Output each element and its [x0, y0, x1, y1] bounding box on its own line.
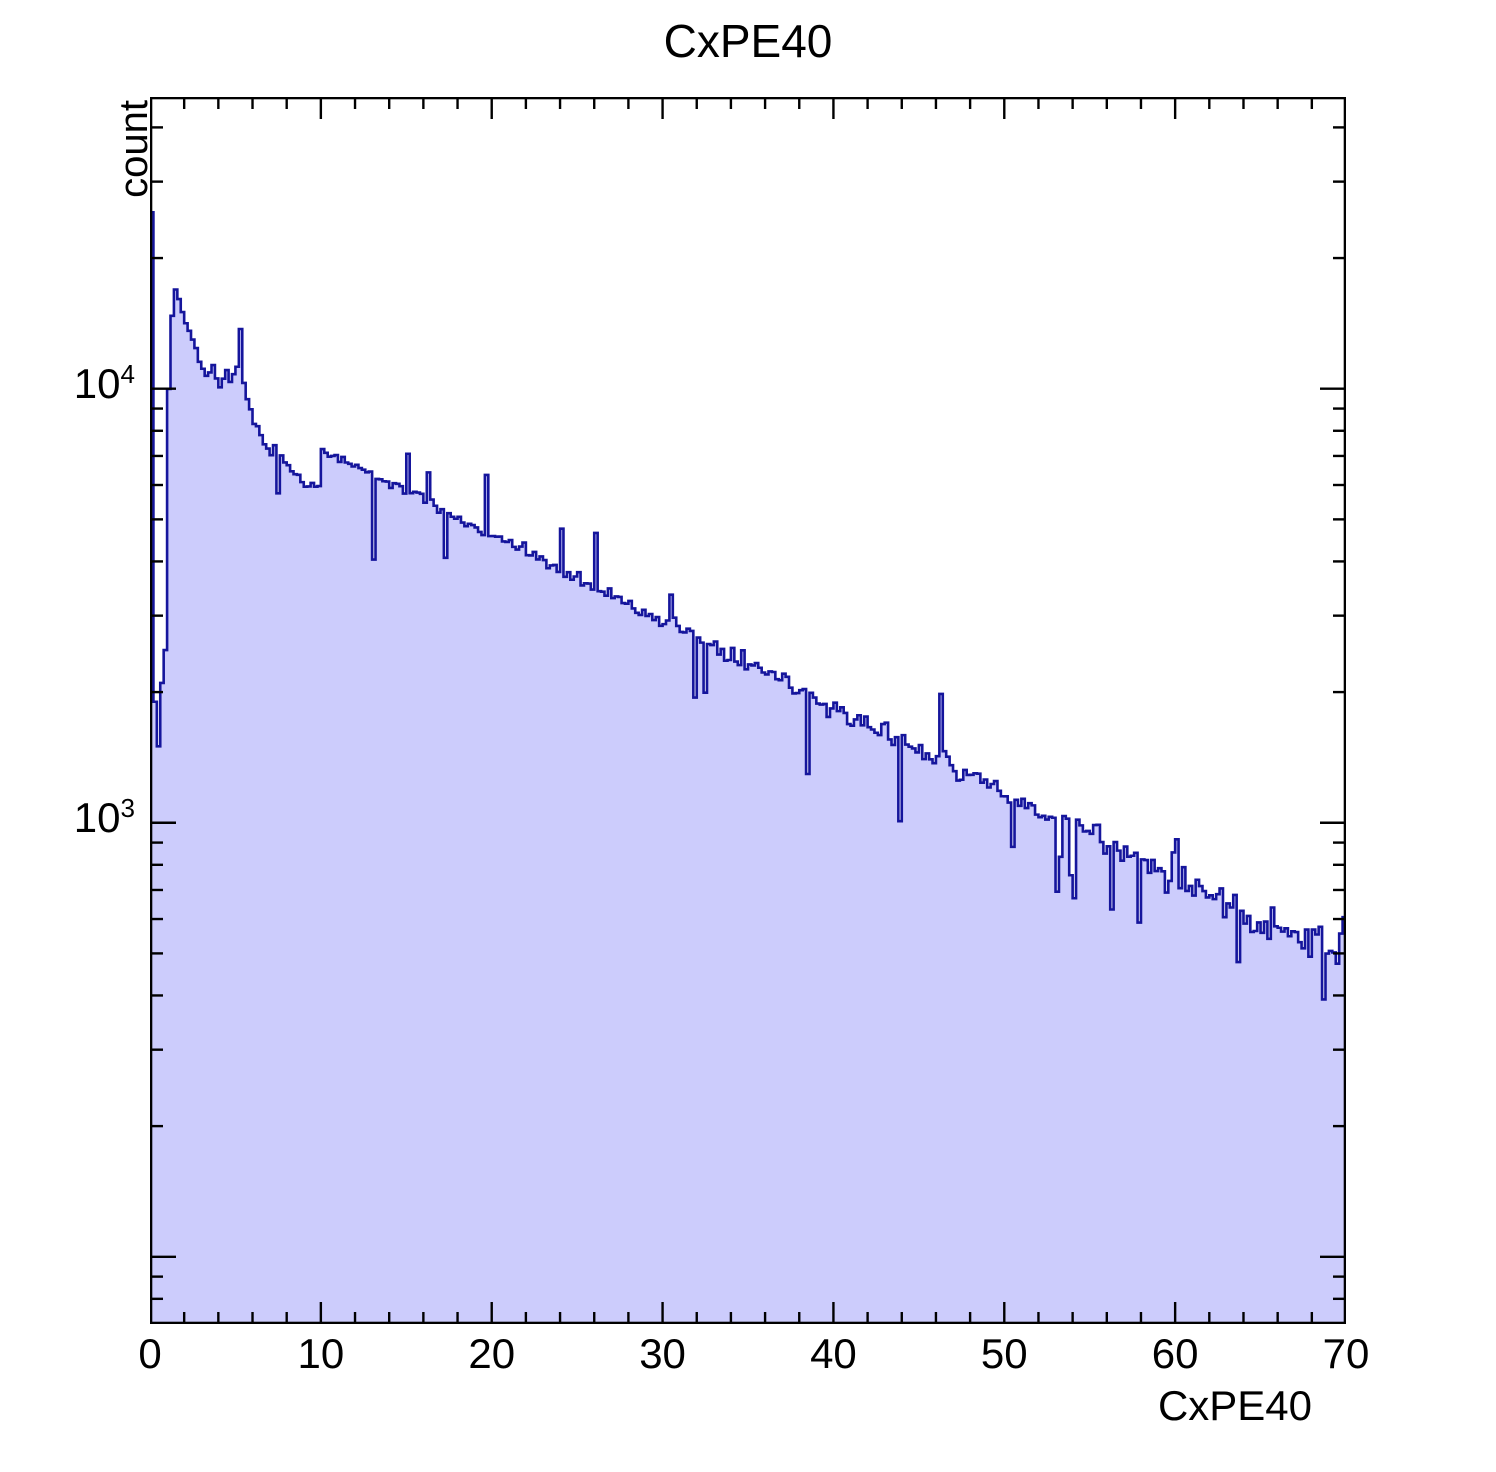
x-axis-label: CxPE40	[1157, 1382, 1313, 1429]
y-tick-label: 104	[73, 358, 135, 407]
histogram-canvas	[150, 97, 1346, 1324]
histogram-fill	[150, 212, 1346, 1324]
x-tick-label: 50	[980, 1330, 1028, 1377]
x-tick-label: 70	[1322, 1330, 1370, 1377]
y-tick-label: 103	[73, 792, 135, 841]
x-tick-label: 10	[297, 1330, 345, 1377]
histogram-outline	[150, 210, 1346, 1001]
page-title: CxPE40	[663, 15, 833, 67]
x-tick-label: 20	[468, 1330, 516, 1377]
plot-frame	[150, 97, 1346, 1324]
x-tick-label: 0	[138, 1330, 162, 1377]
x-tick-label: 30	[639, 1330, 686, 1377]
x-tick-label: 40	[810, 1330, 857, 1377]
plot-border	[150, 97, 1346, 1324]
histogram-series	[150, 210, 1346, 1324]
x-tick-label: 60	[1151, 1330, 1199, 1377]
